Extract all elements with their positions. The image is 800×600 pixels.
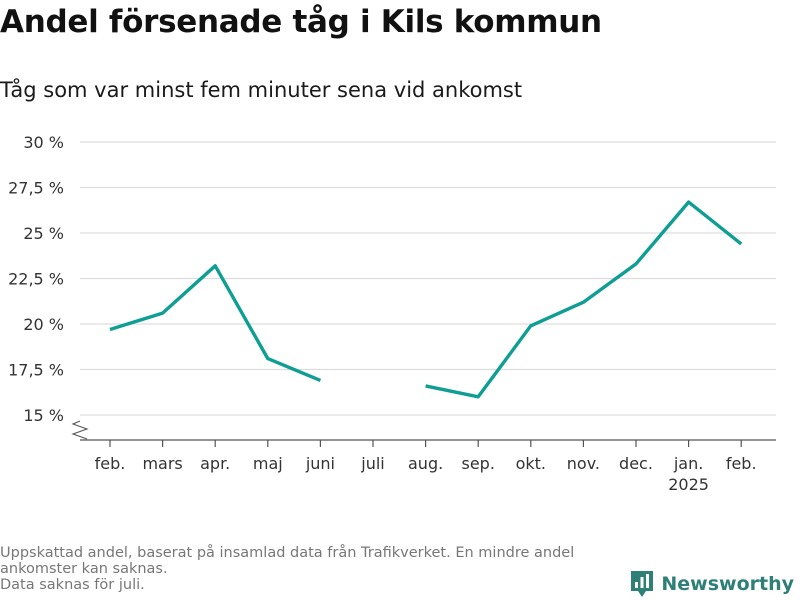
x-tick-label: okt. [516,454,546,473]
x-tick-label: dec. [619,454,653,473]
footnote: Uppskattad andel, baserat på insamlad da… [0,545,630,593]
chart-title: Andel försenade tåg i Kils kommun [0,4,602,40]
x-tick-label: juni [305,454,335,473]
series-lines [109,200,743,399]
x-tick-sublabel: 2025 [668,475,709,494]
x-tick-label: feb. [726,454,757,473]
y-tick-label: 20 % [23,315,64,334]
axis-break-marker [71,420,89,440]
x-tick-label: mars [142,454,182,473]
x-tick-label: nov. [567,454,600,473]
x-tick-label: feb. [95,454,126,473]
x-tick-label: maj [253,454,283,473]
series-line-segment [109,264,322,382]
brand-name: Newsworthy [661,573,794,595]
brand-logo: Newsworthy [629,568,794,600]
x-tick-label: juli [360,454,384,473]
y-tick-label: 17,5 % [8,361,64,380]
newsworthy-logo-icon [631,571,654,597]
y-tick-label: 22,5 % [8,270,64,289]
y-tick-label: 15 % [23,406,64,425]
footnote-source: Uppskattad andel, baserat på insamlad da… [0,545,575,577]
x-tick-label: apr. [200,454,230,473]
gridlines [80,141,776,416]
x-tick-label: sep. [461,454,494,473]
y-tick-label: 30 % [23,133,64,152]
x-tick-label: aug. [408,454,443,473]
y-axis-tick-labels: 15 % 17,5 % 20 % 22,5 % 25 % 27,5 % 30 % [8,133,64,425]
x-axis [71,420,776,447]
y-tick-label: 27,5 % [8,179,64,198]
chart-subtitle: Tåg som var minst fem minuter sena vid a… [0,78,523,102]
y-tick-label: 25 % [23,224,64,243]
x-axis-tick-labels: feb. mars apr. maj juni juli aug. sep. okt. nov. d… [95,454,757,494]
x-tick-label: jan. [673,454,703,473]
series-line-segment [425,200,743,399]
footnote-missing-data: Data saknas för juli. [0,577,145,593]
